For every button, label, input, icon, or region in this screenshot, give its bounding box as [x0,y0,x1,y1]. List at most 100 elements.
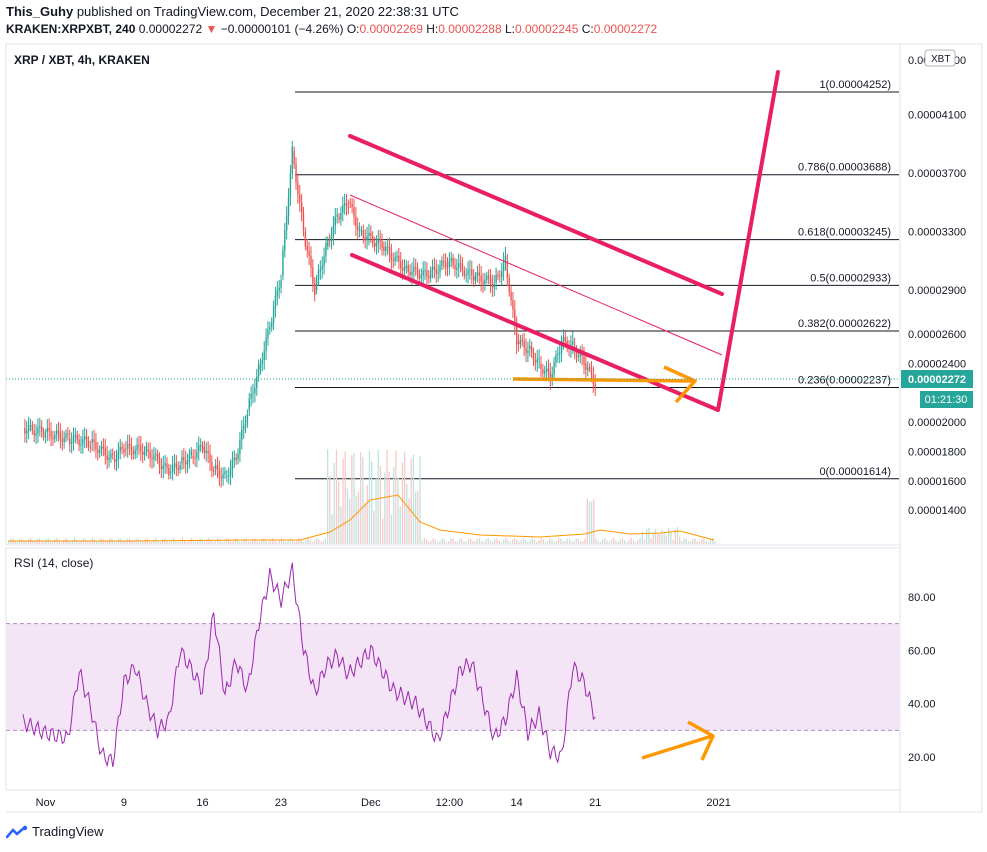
candle-body [502,261,505,272]
candle-body [76,434,78,440]
volume-bar [426,539,428,544]
candle-body [508,278,510,293]
candle-body [67,433,69,435]
candle-body [179,465,181,470]
candle-body [530,346,533,354]
price-axis-tick: 0.00002000 [908,417,966,429]
volume-bar [566,538,569,544]
candle-body [37,427,39,434]
volume-bar [188,540,190,544]
volume-bar [569,538,571,544]
candle-body [420,275,423,279]
volume-bar [681,541,683,544]
candle-body [474,275,477,281]
candle-body [115,459,118,462]
candle-body [373,242,376,247]
candle-body [334,216,336,226]
candle-body [276,290,279,297]
volume-bar [421,540,423,544]
candle-body [357,226,359,231]
candle-body [504,255,507,262]
candle-body [250,393,252,399]
candle-body [134,450,136,455]
last-price-label: 0.00002272 [908,374,966,386]
candle-body [127,443,129,449]
volume-bar [80,540,82,544]
candle-body [97,449,99,454]
tradingview-logo[interactable]: TradingView [6,824,104,839]
candle-body [199,445,202,447]
volume-bar [135,538,137,544]
candle-body [403,267,406,271]
volume-bar [531,538,533,544]
fib-level-label: 0.382(0.00002622) [798,318,891,330]
candle-body [257,364,260,377]
candle-body [407,265,409,273]
volume-bar [157,540,159,544]
time-axis-tick: Nov [36,797,56,809]
volume-bar [276,541,278,544]
author-name[interactable]: This_Guhy [6,4,74,19]
candle-body [242,425,245,430]
candle-body [65,433,67,439]
volume-bar [637,540,639,544]
time-axis-tick: Dec [361,797,381,809]
volume-bar [366,484,368,544]
publish-header: This_Guhy published on TradingView.com, … [6,4,459,19]
volume-bar [445,541,448,544]
volume-bar [49,540,52,544]
candle-body [78,439,80,446]
volume-bar [375,478,377,544]
volume-bar [503,539,505,544]
candle-body [138,445,140,447]
volume-bar [639,538,641,544]
volume-bar [487,538,489,544]
candle-body [259,363,262,370]
volume-bar [8,541,10,544]
candle-body [287,197,290,216]
candle-body [418,274,421,279]
candle-body [515,325,518,345]
change-value: −0.00000101 (−4.26%) [220,22,344,36]
volume-bar [287,539,289,544]
volume-bar [355,495,357,544]
countdown-label: 01:21:30 [925,394,968,406]
candle-body [360,230,363,232]
rsi-axis-tick: 60.00 [908,645,936,657]
candle-body [265,337,267,351]
candle-body [216,465,219,470]
projection-line [716,70,780,412]
volume-bar [322,540,324,544]
candle-body [416,267,419,275]
volume-bar [555,540,558,544]
arrow-head [663,365,697,404]
volume-bar [701,538,703,544]
volume-bar [454,541,456,544]
candle-body [153,455,155,460]
volume-bar [58,540,60,544]
candle-body [44,435,47,437]
volume-bar [179,539,181,544]
candle-body [345,203,348,207]
candle-body [527,351,529,353]
volume-bar [549,538,551,544]
volume-bar [452,538,454,544]
volume-bar [595,538,597,544]
volume-bar [177,541,179,544]
time-axis-tick: 12:00 [436,797,464,809]
volume-bar [203,541,206,544]
volume-bar [16,541,19,544]
candle-body [547,368,550,373]
candle-body [390,253,393,261]
volume-bar [694,538,696,544]
candle-body [371,235,374,243]
low-label: L: [504,22,515,36]
candle-body [487,275,490,278]
volume-bar [423,538,426,544]
price-axis-tick: 0.00003300 [908,227,966,239]
volume-bar [536,541,538,544]
volume-bar [419,455,421,544]
volume-bar [643,539,646,544]
candle-body [289,173,292,198]
